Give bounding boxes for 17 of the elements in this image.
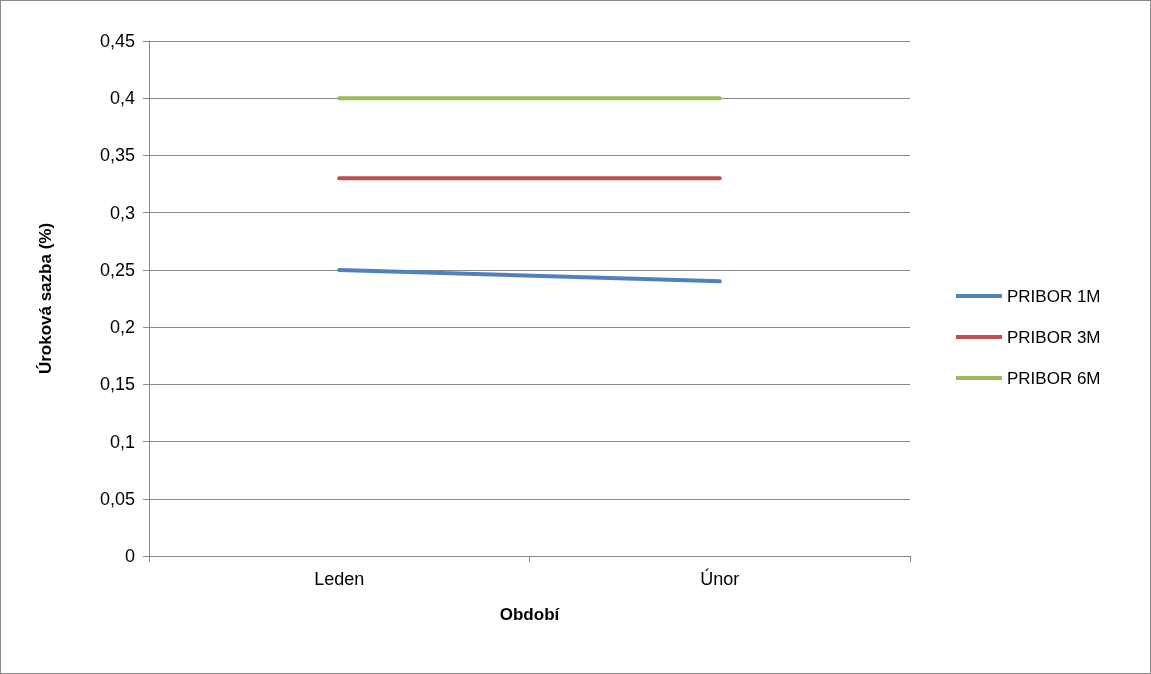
y-tick-label: 0,45 (99, 31, 135, 51)
x-tick-label: Únor (700, 568, 740, 589)
legend-label: PRIBOR 1M (1007, 286, 1101, 306)
y-tick-label: 0,3 (109, 202, 135, 223)
y-tick-label: 0,1 (109, 431, 135, 452)
y-tick-label: 0,05 (99, 488, 135, 509)
x-tick-label: Leden (314, 569, 365, 589)
legend-label: PRIBOR 3M (1007, 327, 1101, 347)
y-tick-label: 0,4 (109, 88, 135, 109)
legend-label: PRIBOR 6M (1007, 368, 1101, 388)
x-axis-title: Období (499, 605, 561, 624)
y-tick-label: 0,2 (109, 317, 135, 338)
y-tick-label: 0 (124, 546, 135, 566)
y-axis-title: Úroková sazba (%) (36, 222, 55, 375)
y-tick-label: 0,15 (99, 374, 135, 395)
y-tick-label: 0,25 (99, 259, 135, 280)
y-tick-label: 0,35 (99, 145, 135, 166)
